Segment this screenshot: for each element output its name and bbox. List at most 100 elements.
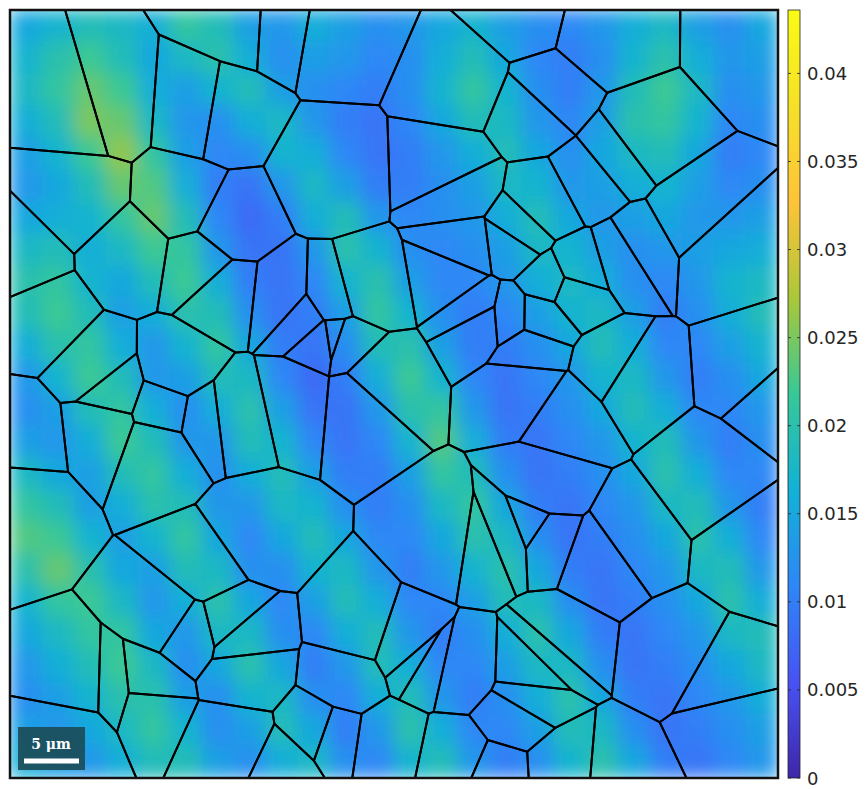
grain-boundary <box>347 328 451 451</box>
cell <box>74 586 107 619</box>
cell <box>10 106 43 139</box>
cell <box>298 106 331 139</box>
cell <box>458 618 491 651</box>
cell <box>682 490 715 523</box>
cell <box>746 682 779 715</box>
cell <box>746 10 779 43</box>
cell <box>266 170 299 203</box>
cell <box>138 490 171 523</box>
grain-boundary <box>76 353 144 414</box>
cell <box>714 330 747 363</box>
cell <box>522 298 555 331</box>
cell <box>10 586 43 619</box>
cell <box>234 394 267 427</box>
cell <box>650 554 683 587</box>
cell <box>682 106 715 139</box>
colorbar-tick <box>788 689 791 690</box>
cell <box>330 394 363 427</box>
cell <box>426 746 459 779</box>
cell <box>202 106 235 139</box>
cell <box>746 234 779 267</box>
cell <box>330 426 363 459</box>
cell <box>458 394 491 427</box>
cell <box>554 554 587 587</box>
cell <box>746 138 779 171</box>
cell <box>522 746 555 779</box>
cell <box>170 74 203 107</box>
cell <box>298 266 331 299</box>
cell <box>618 234 651 267</box>
cell <box>138 42 171 75</box>
cell <box>234 266 267 299</box>
grain-boundary <box>555 277 625 335</box>
grain-boundary <box>98 623 129 733</box>
grain-boundary <box>389 157 507 228</box>
grain-boundary <box>487 330 574 371</box>
grain-boundary <box>508 48 607 135</box>
cell <box>10 266 43 299</box>
cell <box>426 10 459 43</box>
grain-boundary <box>589 459 691 598</box>
grain-boundary <box>556 10 681 93</box>
cell <box>746 554 779 587</box>
cell <box>74 74 107 107</box>
grain-boundary <box>602 316 695 454</box>
grain-boundary <box>503 157 586 241</box>
cell <box>74 10 107 43</box>
cell <box>106 682 139 715</box>
grain-boundary <box>257 10 310 93</box>
cell <box>586 10 619 43</box>
grain-boundary <box>660 689 778 779</box>
cell <box>522 10 555 43</box>
colorbar-tick <box>797 73 800 74</box>
cell <box>170 522 203 555</box>
cell <box>10 458 43 491</box>
cell <box>746 106 779 139</box>
grain-boundary <box>417 275 501 342</box>
cell <box>714 42 747 75</box>
cell <box>138 682 171 715</box>
cell <box>394 74 427 107</box>
cell <box>586 266 619 299</box>
cell <box>298 362 331 395</box>
grain-boundary <box>402 240 489 327</box>
colorbar-tick-label: 0.04 <box>807 63 847 84</box>
cell <box>586 106 619 139</box>
cell <box>330 618 363 651</box>
cell <box>42 426 75 459</box>
grain-boundary <box>451 10 565 63</box>
grain-boundary <box>248 724 324 778</box>
cell <box>714 714 747 747</box>
grain-boundary <box>506 589 619 695</box>
cell <box>362 394 395 427</box>
cell <box>746 42 779 75</box>
grain-boundary <box>203 580 280 647</box>
cell <box>650 522 683 555</box>
cell <box>618 42 651 75</box>
cell <box>490 394 523 427</box>
cell <box>586 330 619 363</box>
grain-boundary <box>434 607 498 715</box>
cell <box>586 554 619 587</box>
cell <box>170 266 203 299</box>
cell <box>618 10 651 43</box>
grain-boundary <box>160 600 215 682</box>
cell <box>682 458 715 491</box>
cell <box>234 554 267 587</box>
cell <box>42 554 75 587</box>
grain-boundary <box>151 35 220 160</box>
grain-boundary <box>37 310 137 403</box>
cell <box>682 10 715 43</box>
cell <box>234 10 267 43</box>
cell <box>714 586 747 619</box>
grain-boundary <box>10 467 113 609</box>
cell <box>586 714 619 747</box>
cell <box>458 298 491 331</box>
cell <box>202 202 235 235</box>
grain-boundary <box>203 61 300 169</box>
cell <box>74 330 107 363</box>
cell <box>202 426 235 459</box>
cell <box>394 234 427 267</box>
grain-boundary <box>10 374 68 472</box>
grain-boundary <box>672 612 778 714</box>
